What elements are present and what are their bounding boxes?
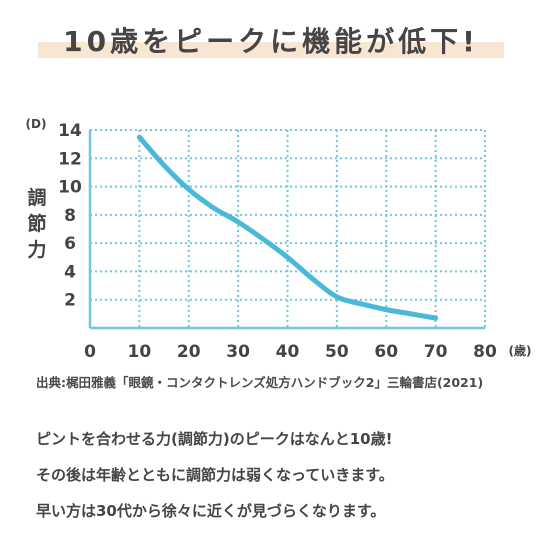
x-tick-label-40: 40 [276, 342, 300, 360]
body-line-2: その後は年齢とともに調節力は弱くなっていきます。 [36, 466, 394, 484]
x-tick-label-10: 10 [128, 342, 152, 360]
page-title: 10歳をピークに機能が低下! [63, 25, 479, 58]
y-tick-label-10: 10 [58, 178, 82, 198]
x-tick-label-70: 70 [424, 342, 448, 360]
body-text: ピントを合わせる力(調節力)のピークはなんと10歳! その後は年齢とともに調節力… [36, 428, 536, 536]
series-line [136, 134, 439, 321]
x-tick-label-20: 20 [177, 342, 201, 360]
x-tick-label-30: 30 [226, 342, 250, 360]
x-tick-label-80: 80 [473, 342, 497, 360]
x-tick-label-60: 60 [374, 342, 398, 360]
y-axis-label-char-2: 力 [27, 238, 46, 261]
title-band: 10歳をピークに機能が低下! [38, 20, 504, 60]
y-unit-label: (D) [26, 117, 47, 131]
body-line-1: ピントを合わせる力(調節力)のピークはなんと10歳! [36, 430, 393, 448]
y-tick-label-6: 6 [64, 234, 76, 254]
y-axis-label-char-0: 調 [27, 186, 46, 209]
x-unit-label: (歳) [509, 343, 532, 358]
x-tick-label-50: 50 [325, 342, 349, 360]
accommodation-chart: 2 4 6 8 10 12 14 0 10 20 30 40 50 60 70 80 (D) (歳) 調節力 [26, 117, 532, 360]
x-tick-label-0: 0 [84, 342, 96, 360]
title-highlight [38, 42, 504, 58]
y-tick-label-4: 4 [64, 262, 76, 282]
y-axis-label-char-1: 節 [27, 212, 46, 235]
y-tick-label-12: 12 [58, 149, 82, 169]
y-tick-label-14: 14 [58, 121, 82, 141]
source-citation: 出典:梶田雅義「眼鏡・コンタクトレンズ処方ハンドブック2」三輪書店(2021) [36, 375, 484, 390]
y-tick-label-2: 2 [64, 291, 76, 311]
y-tick-label-8: 8 [64, 206, 76, 226]
body-line-3: 早い方は30代から徐々に近くが見づらくなります。 [36, 502, 386, 520]
